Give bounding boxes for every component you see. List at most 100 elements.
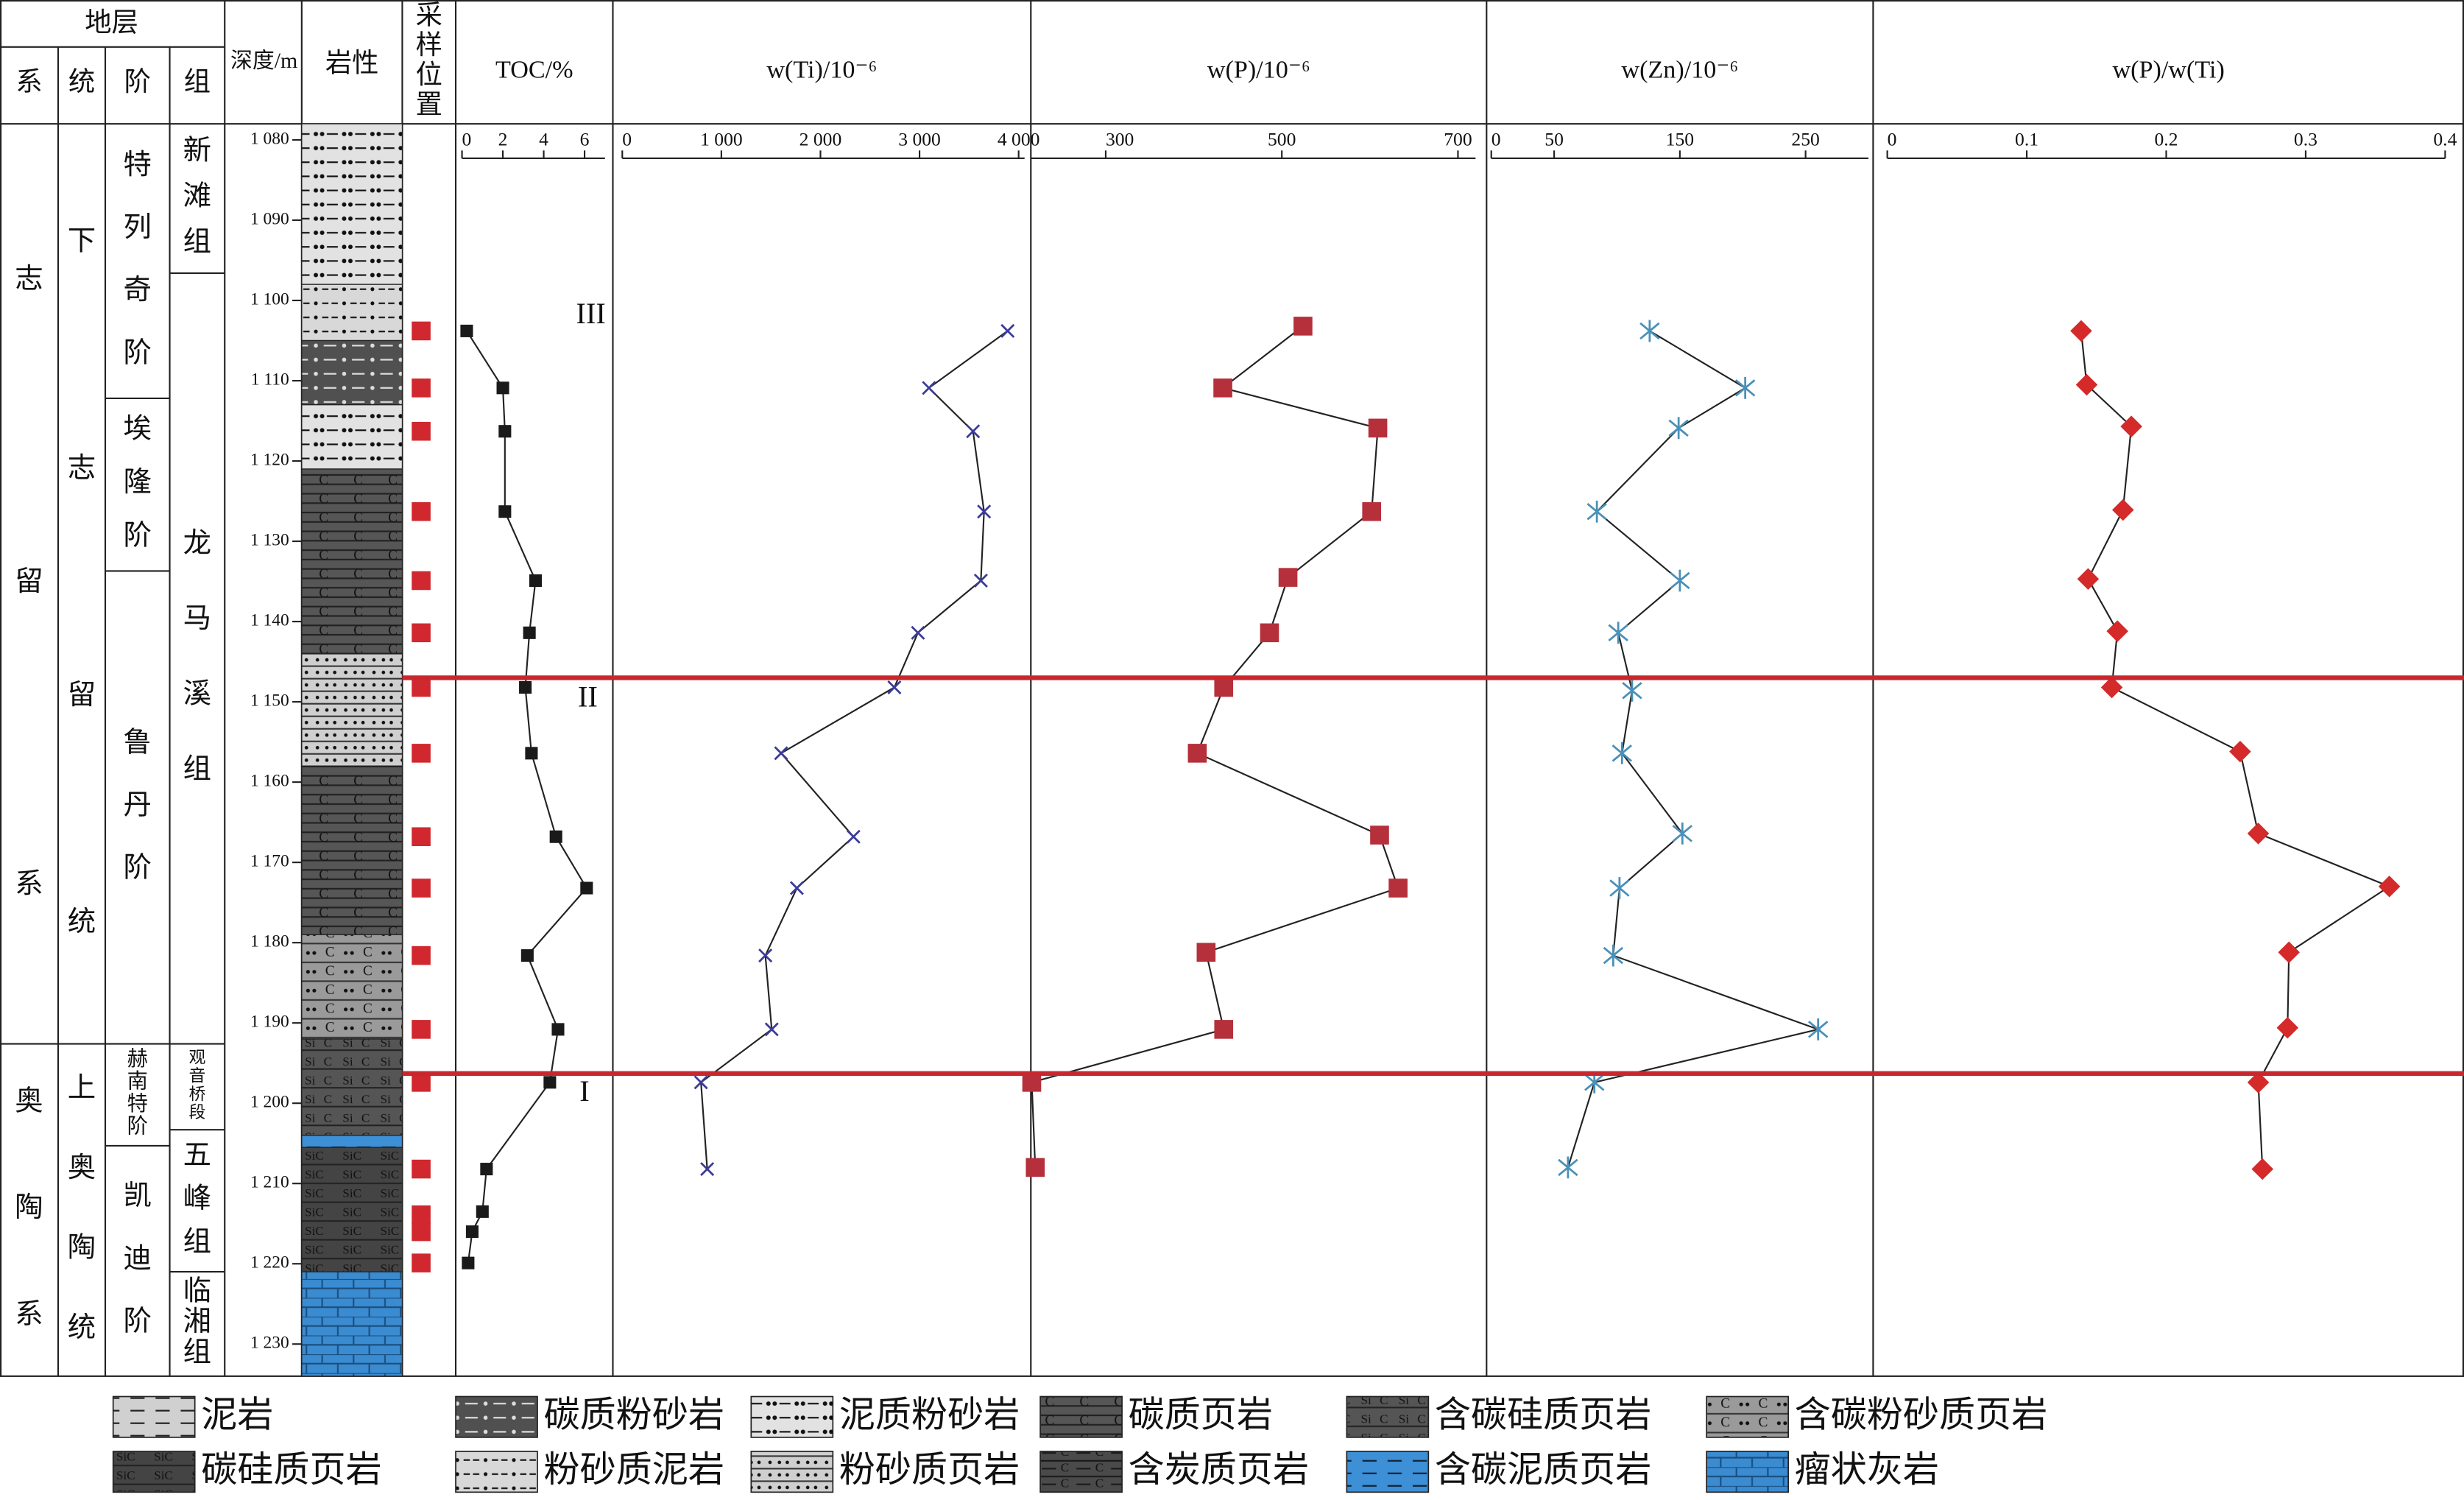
data-point bbox=[543, 1076, 557, 1089]
data-point bbox=[846, 829, 861, 844]
strata-column-header: 系 bbox=[15, 67, 42, 96]
data-point bbox=[1612, 742, 1632, 764]
strata-unit: 凯迪阶 bbox=[124, 1180, 152, 1337]
strata-column-header: 阶 bbox=[124, 67, 151, 96]
lithology-header: 岩性 bbox=[325, 49, 379, 78]
strata-unit: 五峰组 bbox=[183, 1140, 211, 1257]
strata-header: 地层 bbox=[85, 7, 138, 37]
lithology-interval bbox=[301, 1271, 403, 1377]
data-point bbox=[1187, 744, 1207, 763]
lithology-interval bbox=[301, 1147, 403, 1272]
data-point bbox=[774, 746, 788, 761]
x-tick-label: 0 bbox=[1888, 128, 1897, 149]
depth-header: 深度/m bbox=[230, 49, 297, 73]
depth-tick-label: 1 130 bbox=[250, 530, 289, 549]
series-line bbox=[466, 330, 588, 1264]
data-point bbox=[519, 680, 532, 694]
data-point bbox=[1603, 944, 1624, 967]
sample-marker bbox=[412, 623, 431, 643]
lithology-interval bbox=[301, 284, 403, 342]
legend-swatch bbox=[455, 1395, 538, 1438]
strata-unit: 龙马溪组 bbox=[183, 528, 211, 784]
depth-tick-label: 1 210 bbox=[250, 1173, 289, 1192]
data-point bbox=[1278, 568, 1298, 587]
lithology-interval bbox=[301, 765, 403, 935]
data-point bbox=[1293, 317, 1313, 336]
depth-tick-label: 1 180 bbox=[250, 932, 289, 951]
data-point bbox=[2378, 876, 2401, 898]
legend-swatch bbox=[112, 1395, 196, 1438]
data-point bbox=[525, 747, 538, 760]
legend-label: 含碳硅质页岩 bbox=[1435, 1395, 1652, 1435]
data-point bbox=[2247, 823, 2270, 845]
lithology-interval bbox=[301, 468, 403, 655]
zone-label: II bbox=[578, 680, 598, 714]
data-point bbox=[2106, 620, 2128, 642]
data-point bbox=[551, 1023, 565, 1036]
depth-tick-label: 1 090 bbox=[250, 209, 289, 228]
data-point bbox=[498, 425, 512, 438]
sample-marker bbox=[412, 946, 431, 965]
legend-label: 粉砂质页岩 bbox=[839, 1449, 1020, 1490]
sample-marker bbox=[412, 878, 431, 898]
legend-label: 泥岩 bbox=[201, 1395, 273, 1435]
x-tick-label: 150 bbox=[1666, 128, 1694, 149]
data-point bbox=[2077, 568, 2100, 591]
sample-marker bbox=[412, 1222, 431, 1242]
data-point bbox=[476, 1205, 489, 1218]
data-point bbox=[549, 830, 562, 843]
data-point bbox=[1022, 1073, 1042, 1092]
data-point bbox=[977, 504, 992, 519]
data-point bbox=[2070, 320, 2092, 342]
data-point bbox=[789, 881, 804, 895]
data-point bbox=[693, 1075, 708, 1090]
data-point bbox=[1214, 677, 1234, 697]
data-point bbox=[480, 1163, 493, 1176]
data-point bbox=[1807, 1018, 1829, 1041]
panel-title: w(P)/10⁻⁶ bbox=[1207, 57, 1310, 84]
data-point bbox=[1670, 569, 1690, 592]
data-point bbox=[1196, 943, 1216, 962]
sample-marker bbox=[412, 321, 431, 341]
panel-title: TOC/% bbox=[495, 57, 573, 84]
lithology-interval bbox=[301, 1038, 403, 1136]
data-point bbox=[1213, 378, 1232, 398]
x-tick-label: 0.1 bbox=[2015, 128, 2038, 149]
legend-swatch bbox=[1039, 1451, 1123, 1493]
legend-swatch bbox=[750, 1451, 834, 1493]
data-point bbox=[529, 574, 542, 587]
data-point bbox=[1368, 418, 1388, 438]
strata-unit: 下志留统 bbox=[68, 226, 96, 937]
data-point bbox=[465, 1225, 479, 1239]
legend-swatch bbox=[112, 1451, 196, 1493]
sample-marker bbox=[412, 1020, 431, 1039]
strata-unit: 临湘组 bbox=[183, 1275, 211, 1367]
strata-unit: 观音桥段 bbox=[188, 1049, 205, 1122]
data-point bbox=[2278, 941, 2300, 963]
sample-marker bbox=[412, 744, 431, 763]
legend-swatch bbox=[1706, 1451, 1789, 1493]
lithology-interval bbox=[301, 404, 403, 470]
sample-marker bbox=[412, 1073, 431, 1092]
data-point bbox=[1668, 417, 1689, 440]
legend-label: 碳硅质页岩 bbox=[201, 1449, 381, 1490]
depth-tick-label: 1 110 bbox=[251, 370, 289, 389]
depth-tick-label: 1 120 bbox=[250, 450, 289, 469]
x-tick-label: 3 000 bbox=[898, 128, 941, 149]
lithology-interval bbox=[301, 934, 403, 1040]
sample-marker bbox=[412, 677, 431, 697]
data-point bbox=[1026, 1158, 1045, 1177]
data-point bbox=[1370, 825, 1389, 845]
legend-swatch bbox=[455, 1451, 538, 1493]
data-point bbox=[764, 1022, 779, 1037]
data-point bbox=[580, 881, 593, 895]
data-point bbox=[887, 680, 902, 694]
depth-tick-label: 1 100 bbox=[250, 289, 289, 309]
x-tick-label: 250 bbox=[1791, 128, 1819, 149]
panel-title: w(Ti)/10⁻⁶ bbox=[766, 57, 877, 84]
legend-label: 含碳粉砂质页岩 bbox=[1795, 1395, 2048, 1435]
depth-tick-label: 1 190 bbox=[250, 1013, 289, 1032]
sample-marker bbox=[412, 827, 431, 847]
legend-swatch bbox=[1039, 1395, 1123, 1438]
